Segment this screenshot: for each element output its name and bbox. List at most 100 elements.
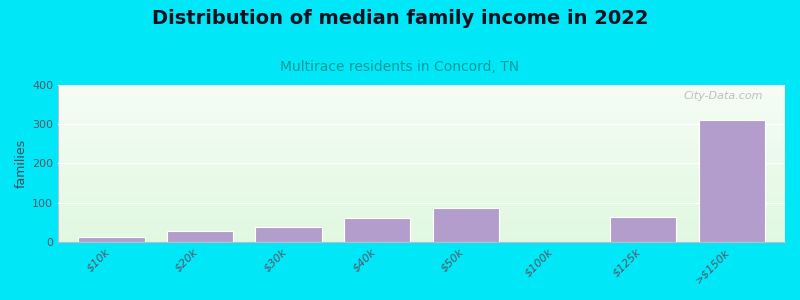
Bar xyxy=(58,112,785,113)
Bar xyxy=(58,183,785,184)
Bar xyxy=(58,122,785,123)
Bar xyxy=(58,90,785,91)
Bar xyxy=(58,219,785,220)
Bar xyxy=(58,182,785,183)
Bar xyxy=(58,139,785,140)
Bar xyxy=(58,184,785,185)
Bar xyxy=(58,149,785,150)
Bar xyxy=(58,221,785,222)
Bar xyxy=(58,153,785,154)
Bar xyxy=(58,232,785,233)
Bar xyxy=(58,125,785,126)
Bar xyxy=(58,177,785,178)
Bar xyxy=(58,195,785,196)
Bar xyxy=(58,234,785,235)
Bar xyxy=(58,240,785,241)
Bar xyxy=(58,156,785,157)
Bar xyxy=(58,114,785,115)
Bar xyxy=(58,137,785,138)
Bar xyxy=(58,169,785,170)
Bar xyxy=(58,206,785,207)
Bar xyxy=(58,147,785,148)
Bar xyxy=(58,207,785,208)
Bar xyxy=(58,152,785,153)
Bar xyxy=(58,203,785,204)
Bar xyxy=(58,192,785,193)
Bar xyxy=(58,173,785,174)
Bar xyxy=(58,197,785,198)
Bar xyxy=(58,217,785,218)
Bar xyxy=(58,204,785,205)
Bar xyxy=(58,224,785,225)
Bar xyxy=(58,229,785,230)
Bar xyxy=(58,128,785,129)
Bar xyxy=(58,104,785,105)
Bar xyxy=(58,223,785,224)
Bar xyxy=(58,148,785,149)
Bar xyxy=(58,186,785,187)
Bar xyxy=(58,209,785,210)
Bar xyxy=(58,166,785,167)
Bar xyxy=(58,235,785,236)
Bar xyxy=(58,163,785,164)
Bar xyxy=(433,208,499,242)
Bar xyxy=(58,208,785,209)
Bar xyxy=(58,189,785,190)
Bar xyxy=(58,175,785,176)
Bar xyxy=(255,227,322,242)
Bar xyxy=(58,225,785,226)
Bar xyxy=(58,194,785,195)
Bar xyxy=(58,162,785,163)
Bar xyxy=(58,160,785,161)
Bar xyxy=(58,199,785,200)
Bar xyxy=(58,140,785,141)
Bar xyxy=(58,126,785,127)
Bar xyxy=(58,118,785,119)
Bar xyxy=(58,91,785,92)
Bar xyxy=(58,134,785,135)
Bar xyxy=(58,236,785,237)
Bar xyxy=(58,108,785,109)
Bar xyxy=(58,185,785,186)
Text: City-Data.com: City-Data.com xyxy=(684,91,763,101)
Bar xyxy=(58,198,785,199)
Bar xyxy=(58,172,785,173)
Bar xyxy=(58,228,785,229)
Bar xyxy=(58,151,785,152)
Bar xyxy=(58,96,785,97)
Bar xyxy=(58,136,785,137)
Bar xyxy=(58,99,785,100)
Bar xyxy=(58,233,785,234)
Bar xyxy=(58,129,785,130)
Bar xyxy=(58,127,785,128)
Bar xyxy=(58,216,785,217)
Bar xyxy=(58,141,785,142)
Bar xyxy=(58,220,785,221)
Bar xyxy=(344,218,410,242)
Bar xyxy=(58,190,785,191)
Bar xyxy=(58,205,785,206)
Bar xyxy=(58,238,785,239)
Bar xyxy=(58,202,785,203)
Bar xyxy=(58,241,785,242)
Bar xyxy=(58,157,785,158)
Bar xyxy=(58,215,785,216)
Bar xyxy=(58,202,785,203)
Bar xyxy=(58,132,785,133)
Bar xyxy=(58,171,785,172)
Bar xyxy=(58,100,785,101)
Bar xyxy=(58,93,785,94)
Bar xyxy=(58,239,785,240)
Bar xyxy=(58,170,785,171)
Bar xyxy=(58,109,785,110)
Bar xyxy=(58,98,785,99)
Bar xyxy=(58,103,785,104)
Bar xyxy=(78,237,145,242)
Bar xyxy=(58,159,785,160)
Bar xyxy=(58,237,785,238)
Bar xyxy=(58,164,785,165)
Bar xyxy=(58,211,785,212)
Bar xyxy=(58,105,785,106)
Bar xyxy=(58,210,785,211)
Bar xyxy=(58,115,785,116)
